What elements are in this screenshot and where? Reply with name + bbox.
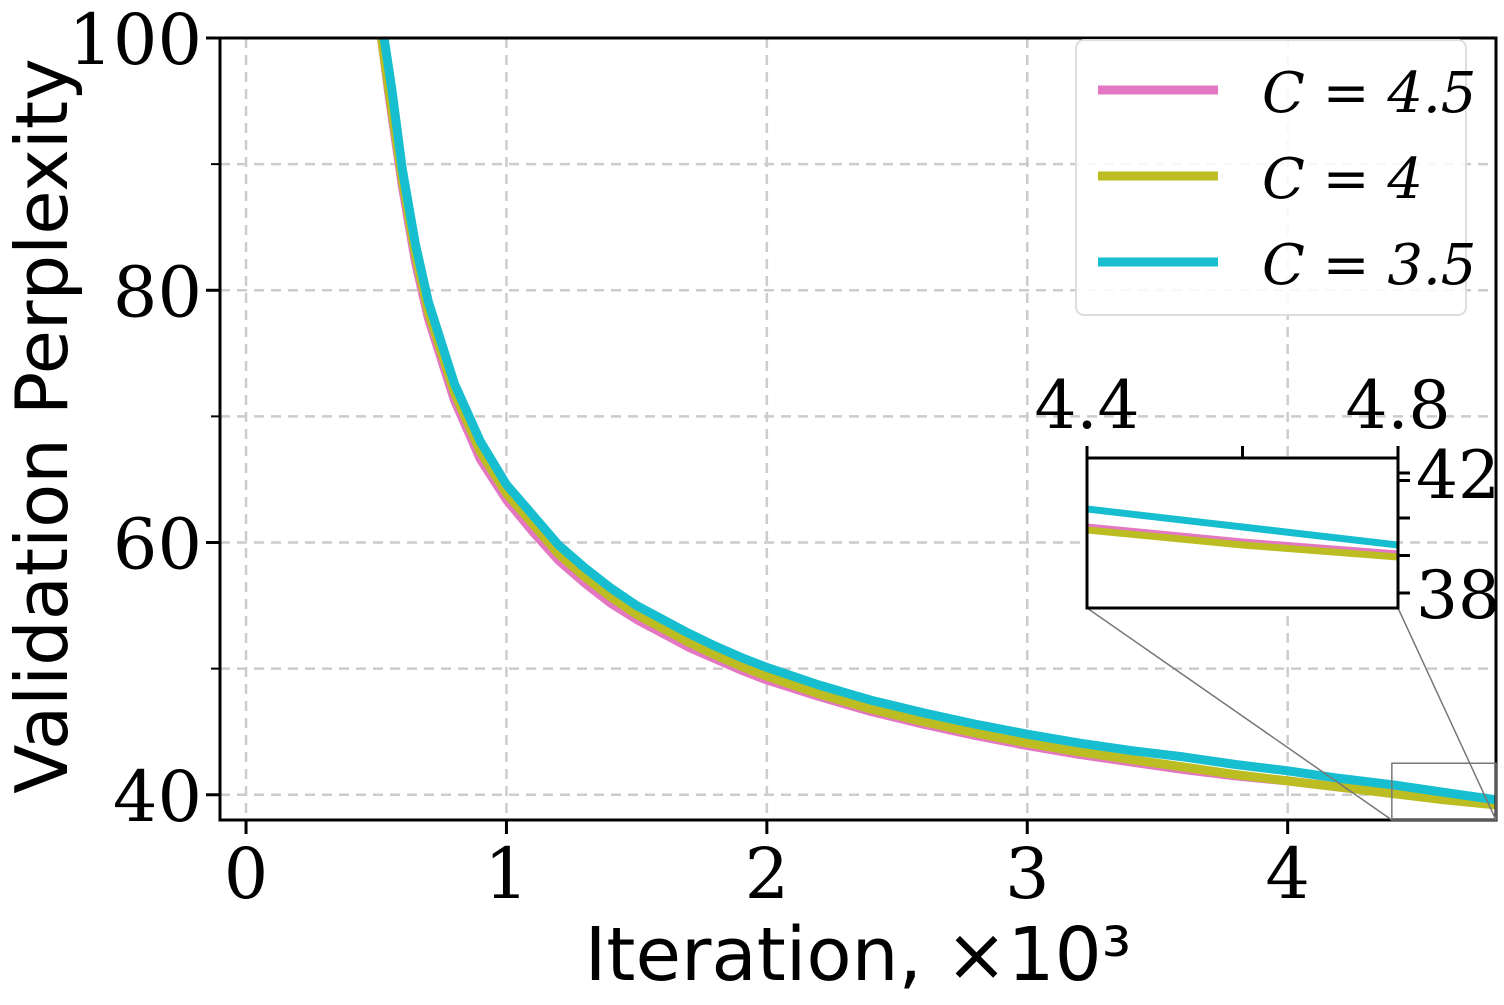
legend-label-1: C = 4	[1262, 147, 1423, 212]
inset-x-tick-label-0: 4.4	[1035, 367, 1140, 444]
x-tick-label-3: 3	[1005, 833, 1050, 915]
inset-y-tick-label-4: 42	[1416, 437, 1500, 514]
legend-label-2: C = 3.5	[1262, 233, 1476, 298]
series-lines	[377, 38, 1496, 810]
y-tick-label-3: 100	[68, 0, 202, 81]
x-tick-label-1: 1	[484, 833, 529, 915]
y-tick-label-2: 80	[113, 251, 202, 333]
inset-x-tick-label-2: 4.8	[1346, 367, 1451, 444]
series-line-2	[379, 38, 1496, 805]
legend-box	[1075, 39, 1467, 316]
y-axis-title: Validation Perplexity	[0, 58, 84, 793]
zoom-connector-left	[1086, 607, 1393, 821]
plot-border	[218, 36, 1498, 822]
x-tick-label-2: 2	[745, 833, 790, 915]
x-tick-label-4: 4	[1265, 833, 1310, 915]
zoom-inset: 4.4 4.8 38 42	[1035, 367, 1500, 634]
axis-ticks: 0 1 2 3 4 40 60 80 100	[68, 0, 1310, 915]
zoom-connector-right	[1397, 607, 1497, 821]
plot-frame	[218, 36, 1498, 822]
y-tick-label-0: 40	[113, 756, 202, 838]
legend-label-0: C = 4.5	[1262, 61, 1476, 126]
x-tick-label-0: 0	[224, 833, 269, 915]
x-axis-title: Iteration, ×10³	[585, 912, 1132, 998]
y-tick-label-1: 60	[113, 504, 202, 586]
zoom-indicator	[1086, 607, 1497, 821]
inset-y-tick-label-0: 38	[1416, 557, 1500, 634]
zoom-region-box	[1391, 762, 1497, 821]
legend: C = 4.5 C = 4 C = 3.5	[1075, 39, 1476, 316]
